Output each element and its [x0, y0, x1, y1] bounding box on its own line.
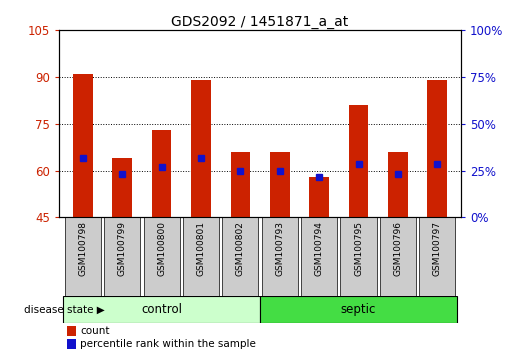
Text: GSM100797: GSM100797 — [433, 221, 442, 276]
FancyBboxPatch shape — [380, 217, 416, 296]
FancyBboxPatch shape — [222, 217, 259, 296]
Text: GSM100796: GSM100796 — [393, 221, 402, 276]
Bar — [427, 80, 447, 217]
FancyBboxPatch shape — [144, 217, 180, 296]
FancyBboxPatch shape — [104, 217, 141, 296]
Title: GDS2092 / 1451871_a_at: GDS2092 / 1451871_a_at — [171, 15, 349, 29]
FancyBboxPatch shape — [63, 296, 260, 323]
Text: GSM100794: GSM100794 — [315, 221, 323, 276]
Bar — [310, 177, 329, 217]
Text: GSM100798: GSM100798 — [78, 221, 88, 276]
Text: count: count — [80, 326, 110, 336]
Bar — [388, 152, 408, 217]
Bar — [191, 80, 211, 217]
FancyBboxPatch shape — [260, 296, 457, 323]
Text: control: control — [141, 303, 182, 316]
Bar — [112, 158, 132, 217]
FancyBboxPatch shape — [65, 217, 101, 296]
Bar — [231, 152, 250, 217]
Bar — [73, 74, 93, 217]
Bar — [152, 130, 171, 217]
Text: GSM100802: GSM100802 — [236, 221, 245, 276]
Text: GSM100801: GSM100801 — [197, 221, 205, 276]
Text: GSM100799: GSM100799 — [118, 221, 127, 276]
Text: disease state ▶: disease state ▶ — [24, 305, 105, 315]
FancyBboxPatch shape — [301, 217, 337, 296]
Bar — [270, 152, 289, 217]
FancyBboxPatch shape — [183, 217, 219, 296]
Bar — [67, 339, 76, 349]
Text: GSM100800: GSM100800 — [157, 221, 166, 276]
FancyBboxPatch shape — [262, 217, 298, 296]
FancyBboxPatch shape — [340, 217, 376, 296]
Bar — [67, 326, 76, 336]
Text: septic: septic — [341, 303, 376, 316]
Text: GSM100795: GSM100795 — [354, 221, 363, 276]
FancyBboxPatch shape — [419, 217, 455, 296]
Text: GSM100793: GSM100793 — [275, 221, 284, 276]
Bar — [349, 105, 368, 217]
Text: percentile rank within the sample: percentile rank within the sample — [80, 339, 256, 349]
